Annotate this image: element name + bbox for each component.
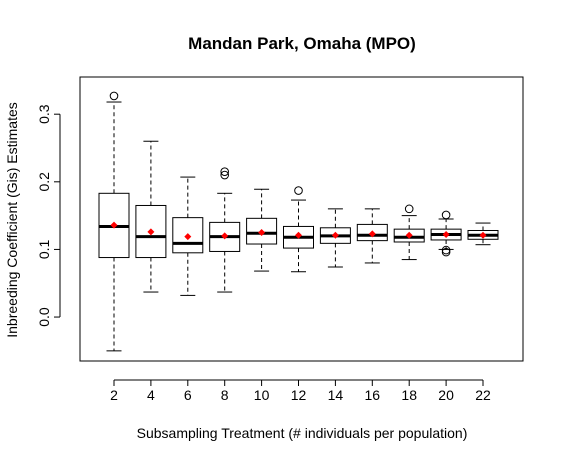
x-tick-label: 2	[110, 387, 118, 403]
outlier-point	[220, 167, 229, 176]
mean-marker	[147, 228, 155, 236]
plot-marks: 0.0 0.1 0.2 0.3 2 4 6 8 10 12 14 16 18 20 22	[36, 91, 499, 403]
y-tick-label: 0.2	[36, 172, 52, 192]
mean-marker	[221, 232, 229, 240]
mean-marker	[405, 231, 413, 239]
x-tick-label: 4	[147, 387, 155, 403]
mean-marker	[258, 229, 266, 237]
mean-marker	[479, 231, 487, 239]
outlier-point	[294, 186, 303, 195]
x-tick-label: 10	[254, 387, 270, 403]
chart-title: Mandan Park, Omaha (MPO)	[188, 34, 416, 53]
x-tick-label: 14	[328, 387, 344, 403]
outlier-point	[441, 247, 451, 257]
x-tick-label: 8	[221, 387, 229, 403]
y-axis-label: Inbreeding Coefficient (Gis) Estimates	[4, 102, 20, 338]
x-tick-label: 6	[184, 387, 192, 403]
y-tick-label: 0.0	[36, 307, 52, 327]
plot-frame	[79, 76, 524, 362]
outlier-point	[441, 245, 451, 255]
x-tick-label: 20	[438, 387, 454, 403]
y-tick-label: 0.3	[36, 104, 52, 124]
mean-marker	[442, 231, 450, 239]
outlier-point	[220, 170, 229, 180]
mean-marker	[295, 231, 302, 239]
x-tick-label: 16	[365, 387, 381, 403]
outlier-point	[441, 210, 451, 220]
mean-marker	[368, 230, 376, 238]
x-tick-label: 12	[291, 387, 307, 403]
outlier-point	[404, 204, 414, 214]
x-tick-label: 18	[401, 387, 417, 403]
outlier-point	[109, 91, 119, 101]
mean-marker	[331, 231, 339, 239]
x-axis-label: Subsampling Treatment (# individuals per…	[137, 425, 468, 441]
x-tick-label: 22	[475, 387, 491, 403]
mean-marker	[184, 233, 192, 241]
y-tick-label: 0.1	[36, 239, 52, 259]
mean-marker	[110, 221, 118, 229]
